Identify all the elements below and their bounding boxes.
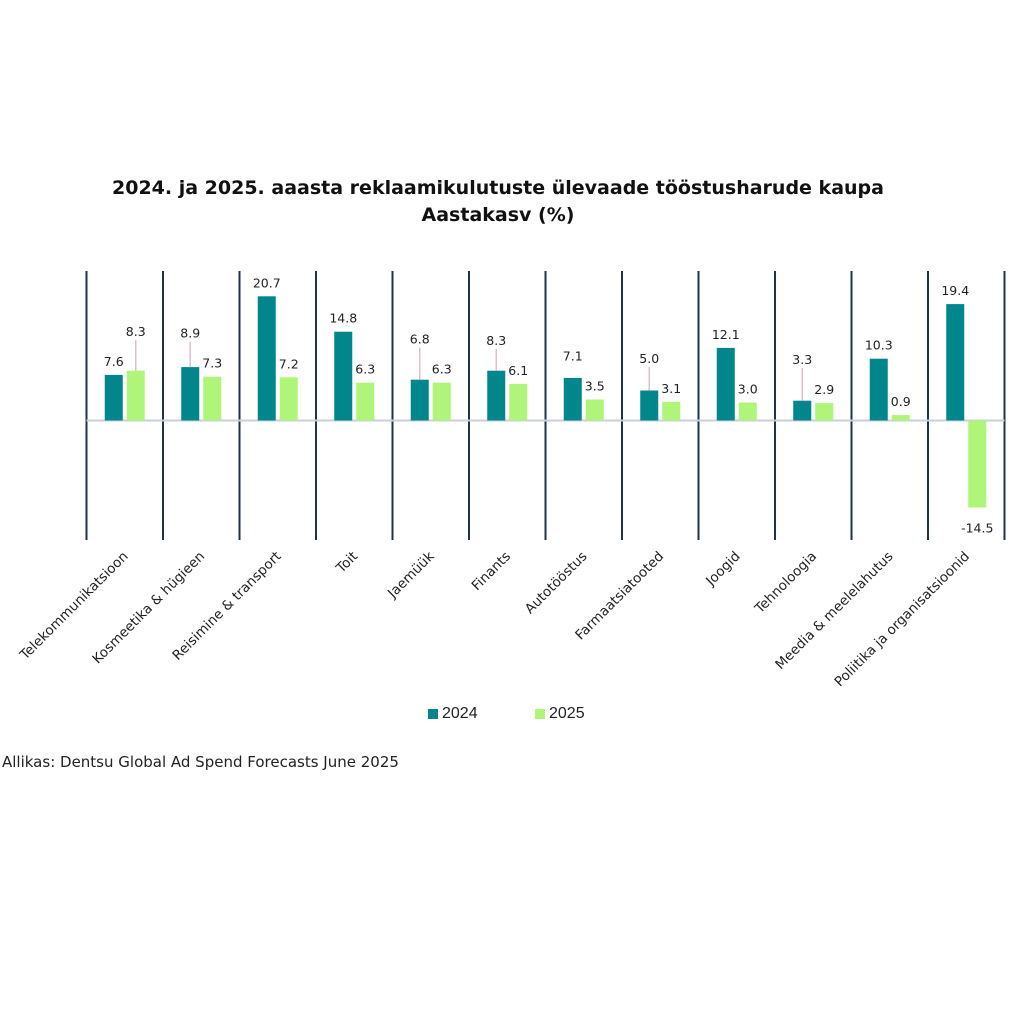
- value-label-2025-telekommunikatsioon: 8.3: [126, 324, 146, 339]
- value-label-2024-kosmeetika-hügieen: 8.9: [180, 326, 200, 341]
- chart-title: 2024. ja 2025. aaasta reklaamikulutuste …: [112, 177, 884, 199]
- value-label-2025-joogid: 3.0: [738, 382, 758, 397]
- value-label-2024-toit: 14.8: [329, 311, 357, 326]
- value-label-2025-toit: 6.3: [355, 362, 375, 377]
- bar-2024-poliitika-ja-organisatsioonid: [946, 304, 965, 421]
- value-label-2024-telekommunikatsioon: 7.6: [104, 354, 124, 369]
- value-label-2024-meedia-meelelahutus: 10.3: [865, 338, 893, 353]
- bar-2024-farmaatsiatooted: [640, 390, 659, 421]
- bar-2025-reisimine-transport: [279, 377, 298, 421]
- category-label-jaemüük: Jaemüük: [384, 548, 438, 602]
- bar-2024-reisimine-transport: [257, 296, 276, 421]
- bar-2024-telekommunikatsioon: [104, 374, 123, 421]
- value-label-2025-finants: 6.1: [508, 363, 528, 378]
- value-label-2025-meedia-meelelahutus: 0.9: [891, 394, 911, 409]
- category-label-joogid: Joogid: [702, 549, 743, 590]
- bar-2024-joogid: [716, 347, 735, 421]
- category-label-tehnoloogia: Tehnoloogia: [751, 549, 820, 618]
- legend-item-2024: 2024: [428, 705, 478, 723]
- bar-2024-finants: [487, 370, 506, 421]
- value-label-2024-tehnoloogia: 3.3: [792, 352, 812, 367]
- legend-item-2025: 2025: [535, 705, 585, 723]
- chart-subtitle: Aastakasv (%): [421, 204, 575, 226]
- category-label-finants: Finants: [469, 549, 514, 594]
- bar-2025-meedia-meelelahutus: [891, 415, 910, 421]
- bar-2025-kosmeetika-hügieen: [203, 376, 222, 421]
- value-label-2024-poliitika-ja-organisatsioonid: 19.4: [941, 283, 969, 298]
- bar-2025-joogid: [738, 402, 757, 421]
- legend-label-2024: 2024: [442, 705, 478, 722]
- source-note: Allikas: Dentsu Global Ad Spend Forecast…: [2, 753, 399, 771]
- category-label-autotööstus: Autotööstus: [522, 549, 591, 618]
- legend-swatch-2024: [428, 709, 438, 719]
- bar-2024-autotööstus: [563, 377, 582, 421]
- value-label-2024-autotööstus: 7.1: [563, 349, 583, 364]
- value-label-2024-reisimine-transport: 20.7: [253, 275, 281, 290]
- bar-2024-meedia-meelelahutus: [869, 358, 888, 421]
- value-label-2025-jaemüük: 6.3: [432, 362, 452, 377]
- value-label-2024-jaemüük: 6.8: [410, 332, 430, 347]
- bar-2025-toit: [356, 382, 375, 421]
- bar-2025-autotööstus: [585, 399, 604, 421]
- value-label-2025-tehnoloogia: 2.9: [814, 382, 834, 397]
- value-label-2025-kosmeetika-hügieen: 7.3: [202, 356, 222, 371]
- value-label-2025-reisimine-transport: 7.2: [279, 356, 299, 371]
- bar-2025-telekommunikatsioon: [126, 370, 145, 421]
- bar-2025-jaemüük: [432, 382, 451, 421]
- value-label-2024-finants: 8.3: [486, 333, 506, 348]
- bar-2025-tehnoloogia: [815, 403, 834, 421]
- bar-2025-farmaatsiatooted: [662, 401, 681, 421]
- value-label-2025-autotööstus: 3.5: [585, 379, 605, 394]
- bar-2025-finants: [509, 383, 528, 421]
- value-label-2025-farmaatsiatooted: 3.1: [661, 381, 681, 396]
- bar-2025-poliitika-ja-organisatsioonid: [968, 420, 987, 508]
- legend-label-2025: 2025: [549, 705, 585, 722]
- value-label-2024-joogid: 12.1: [712, 327, 740, 342]
- bar-2024-kosmeetika-hügieen: [181, 367, 200, 421]
- category-label-poliitika-ja-organisatsioonid: Poliitika ja organisatsioonid: [832, 549, 974, 691]
- value-label-2024-farmaatsiatooted: 5.0: [639, 351, 659, 366]
- bar-2024-tehnoloogia: [793, 400, 812, 421]
- bar-2024-toit: [334, 331, 353, 421]
- category-label-toit: Toit: [333, 549, 361, 577]
- bar-2024-jaemüük: [410, 379, 429, 421]
- value-label-2025-poliitika-ja-organisatsioonid: -14.5: [961, 521, 993, 536]
- legend-swatch-2025: [535, 709, 545, 719]
